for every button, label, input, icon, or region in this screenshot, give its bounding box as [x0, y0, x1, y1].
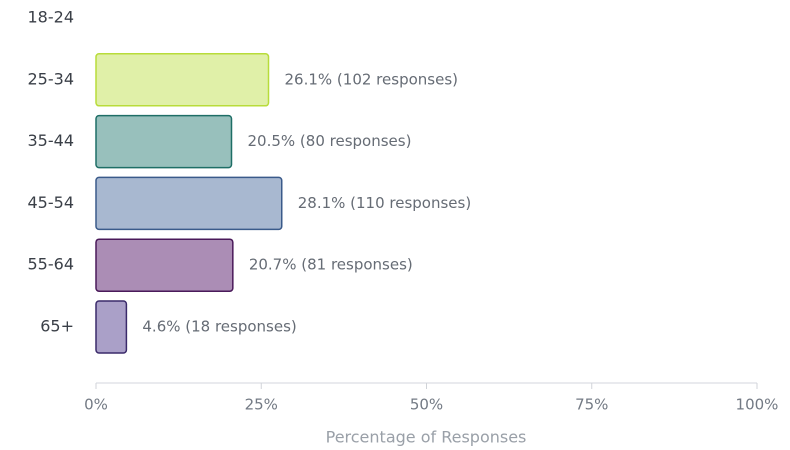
data-label: 20.7% (81 responses)	[249, 256, 413, 274]
x-tick-label: 0%	[84, 396, 108, 414]
x-tick-label: 50%	[410, 396, 443, 414]
y-tick-label: 18-24	[28, 8, 75, 27]
x-axis-title: Percentage of Responses	[326, 428, 527, 447]
y-tick-label: 55-64	[28, 255, 75, 274]
bar	[95, 300, 128, 354]
bar	[95, 53, 270, 107]
y-tick-label: 65+	[40, 317, 74, 336]
bar	[95, 238, 234, 292]
data-label: 4.6% (18 responses)	[142, 318, 296, 336]
bar	[95, 114, 233, 169]
data-label: 26.1% (102 responses)	[285, 70, 458, 88]
bar	[95, 176, 283, 231]
x-tick-label: 100%	[736, 396, 779, 414]
x-tick-label: 25%	[245, 396, 278, 414]
y-tick-label: 35-44	[28, 131, 75, 150]
x-tick-label: 75%	[575, 396, 608, 414]
y-tick-label: 25-34	[28, 69, 75, 88]
data-label: 28.1% (110 responses)	[298, 194, 471, 212]
y-tick-label: 45-54	[28, 193, 75, 212]
data-label: 20.5% (80 responses)	[248, 132, 412, 150]
